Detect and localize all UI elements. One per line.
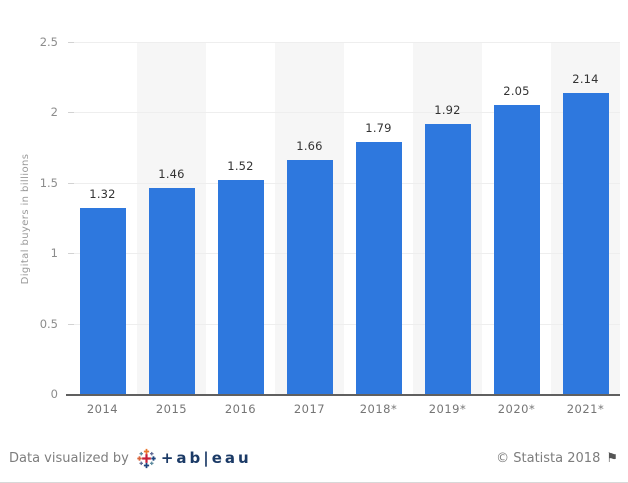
bar-value-label-2020*: 2.05 [503,84,530,99]
bar-2020*[interactable] [493,105,540,394]
y-tick-label-0.5: 0.5 [39,316,58,331]
tableau-icon [137,448,156,468]
gridline-2 [68,112,620,114]
x-tick-label-2018*: 2018* [359,402,398,416]
bar-value-label-2015: 1.46 [158,167,185,182]
y-tick-label-1: 1 [50,246,58,261]
gridline-0.5 [68,323,620,325]
bar-2015[interactable] [148,188,195,394]
y-tickmark [68,182,74,184]
bar-value-label-2019*: 1.92 [434,102,461,117]
bar-value-label-2018*: 1.79 [365,120,392,135]
statista-credit[interactable]: © Statista 2018 [496,450,601,466]
gridline-2.5 [68,42,620,43]
y-tick-label-2.5: 2.5 [39,35,58,49]
x-tick-label-2020*: 2020* [497,402,536,416]
x-tick-label-2019*: 2019* [428,402,467,416]
bar-value-label-2016: 1.52 [227,158,254,173]
x-axis-tick-labels: 2014 2015 2016 2017 2018* 2019* 2020* 2021* [68,402,620,418]
y-tickmark [68,42,74,43]
bar-2018*[interactable] [355,141,402,394]
gridline-1 [68,253,620,255]
x-axis-line [66,394,620,396]
footer-credit-left: Data visualized by +ab|eau [9,448,252,469]
y-tickmark [68,112,74,114]
y-tick-label-2: 2 [50,105,58,120]
data-visualized-by-text: Data visualized by [9,450,129,466]
x-tick-label-2015: 2015 [155,402,188,416]
bar-2016[interactable] [217,179,264,394]
flag-icon[interactable]: ⚑ [606,450,618,466]
gridline-1.5 [68,182,620,184]
x-tick-label-2016: 2016 [224,402,257,416]
bar-value-label-2017: 1.66 [296,139,323,154]
x-tick-label-2021*: 2021* [566,402,605,416]
x-tick-label-2014: 2014 [86,402,119,416]
y-axis-title: Digital buyers in billions [20,153,31,285]
plot-area: 1.32 1.46 1.52 1.66 1.79 1.92 2.05 2.14 [66,42,620,396]
footer: Data visualized by +ab|eau © Stati [0,440,628,482]
tableau-logo-link[interactable]: +ab|eau [136,448,252,469]
x-tick-label-2017: 2017 [293,402,326,416]
y-tick-label-0: 0 [50,387,58,401]
tableau-wordmark: +ab|eau [160,449,252,467]
bar-2017[interactable] [286,160,333,394]
bar-value-label-2014: 1.32 [89,187,116,202]
y-tickmark [68,323,74,325]
bar-2021*[interactable] [562,92,609,394]
bar-2014[interactable] [79,208,126,394]
footer-credit-right: © Statista 2018 ⚑ [496,451,618,466]
bar-2019*[interactable] [424,123,471,394]
y-tick-label-1.5: 1.5 [39,175,58,190]
bar-value-label-2021*: 2.14 [572,71,599,86]
y-tickmark [68,253,74,255]
